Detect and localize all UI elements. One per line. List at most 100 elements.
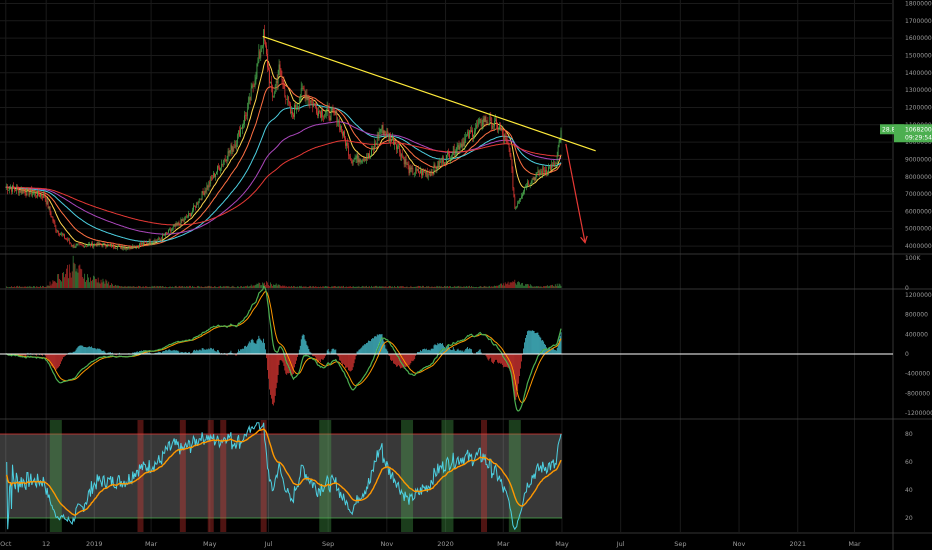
volume-bar xyxy=(479,285,481,288)
candle-body xyxy=(249,97,251,101)
volume-bar xyxy=(130,286,132,288)
macd-histogram-bar xyxy=(206,348,208,354)
volume-bar xyxy=(327,286,329,288)
macd-histogram-bar xyxy=(557,343,559,354)
volume-bar xyxy=(235,287,237,288)
price-tick-label: 13000000 xyxy=(905,87,932,94)
price-tick-label: 9000000 xyxy=(905,156,932,163)
macd-histogram-bar xyxy=(292,354,293,375)
candle-body xyxy=(463,141,465,146)
volume-bar xyxy=(394,285,395,288)
candle-body xyxy=(474,131,475,135)
volume-bar xyxy=(310,286,312,288)
macd-histogram-bar xyxy=(62,354,63,360)
volume-bar xyxy=(462,286,464,288)
volume-bar xyxy=(376,286,378,288)
volume-bar xyxy=(560,285,562,288)
candle-body xyxy=(334,112,336,115)
candle-body xyxy=(497,122,498,130)
candle-body xyxy=(305,94,307,99)
macd-tick-label: 1200000 xyxy=(905,292,932,299)
volume-bar xyxy=(256,283,258,288)
candle-body xyxy=(407,163,409,166)
candle-body xyxy=(230,145,232,151)
macd-histogram-bar xyxy=(223,352,225,354)
macd-histogram-bar xyxy=(385,348,387,354)
candle-body xyxy=(234,144,236,148)
candle-body xyxy=(186,216,188,218)
macd-histogram-bar xyxy=(393,354,394,364)
macd-histogram-bar xyxy=(355,354,357,357)
macd-histogram-bar xyxy=(434,344,436,354)
candle-body xyxy=(292,111,293,115)
macd-histogram-bar xyxy=(134,352,136,354)
volume-bar xyxy=(512,281,514,288)
candle-body xyxy=(246,108,248,117)
volume-bar xyxy=(31,286,33,288)
candle-body xyxy=(406,163,408,165)
macd-histogram-bar xyxy=(478,349,480,354)
candle-body xyxy=(535,175,537,181)
macd-histogram-bar xyxy=(551,348,552,354)
volume-bar xyxy=(118,286,120,288)
candle-body xyxy=(202,191,204,193)
candle-body xyxy=(365,158,367,161)
volume-bar xyxy=(435,287,437,288)
candle-body xyxy=(21,189,23,194)
volume-bar xyxy=(144,286,146,288)
candle-body xyxy=(417,169,418,171)
volume-bar xyxy=(501,283,502,288)
candle-body xyxy=(30,189,32,193)
candle-body xyxy=(59,233,61,235)
rsi-tick-label: 20 xyxy=(905,515,913,522)
volume-bar xyxy=(237,286,239,288)
macd-histogram-bar xyxy=(444,347,445,354)
volume-bar xyxy=(266,281,267,288)
candle-body xyxy=(148,240,150,245)
candle-body xyxy=(443,157,444,164)
candle-body xyxy=(19,190,21,193)
volume-bar xyxy=(33,286,35,288)
candle-body xyxy=(477,122,479,126)
volume-bar xyxy=(178,286,180,288)
volume-bar xyxy=(339,286,341,288)
candle-body xyxy=(488,124,490,125)
macd-histogram-bar xyxy=(448,345,449,354)
macd-histogram-bar xyxy=(339,354,341,361)
candle-body xyxy=(135,246,137,248)
volume-bar xyxy=(351,286,353,288)
candle-body xyxy=(381,125,383,129)
candle-body xyxy=(424,172,426,175)
volume-bar xyxy=(356,286,358,288)
volume-bar xyxy=(420,286,421,288)
volume-bar xyxy=(66,268,67,288)
macd-histogram-bar xyxy=(92,348,94,354)
volume-bar xyxy=(548,286,549,288)
candle-body xyxy=(485,116,487,123)
candle-body xyxy=(383,131,385,135)
macd-histogram-bar xyxy=(317,354,318,363)
macd-histogram-bar xyxy=(44,354,46,356)
macd-histogram-bar xyxy=(60,354,61,364)
candle-body xyxy=(452,146,454,154)
candle-body xyxy=(285,96,287,100)
candle-body xyxy=(329,117,331,121)
x-tick-label: Nov xyxy=(733,540,746,548)
volume-bar xyxy=(485,286,487,288)
candle-body xyxy=(412,168,414,175)
candle-body xyxy=(114,247,115,249)
macd-histogram-bar xyxy=(500,354,501,364)
volume-bar xyxy=(195,287,197,288)
candle-body xyxy=(400,153,402,157)
candle-body xyxy=(71,245,73,247)
volume-bar xyxy=(149,286,151,288)
macd-histogram-bar xyxy=(21,354,23,356)
candle-body xyxy=(302,88,304,89)
macd-histogram-bar xyxy=(532,330,534,354)
macd-histogram-bar xyxy=(261,340,263,354)
macd-histogram-bar xyxy=(469,348,470,354)
candle-body xyxy=(476,124,478,126)
macd-histogram-bar xyxy=(78,345,80,354)
candle-body xyxy=(310,100,312,103)
